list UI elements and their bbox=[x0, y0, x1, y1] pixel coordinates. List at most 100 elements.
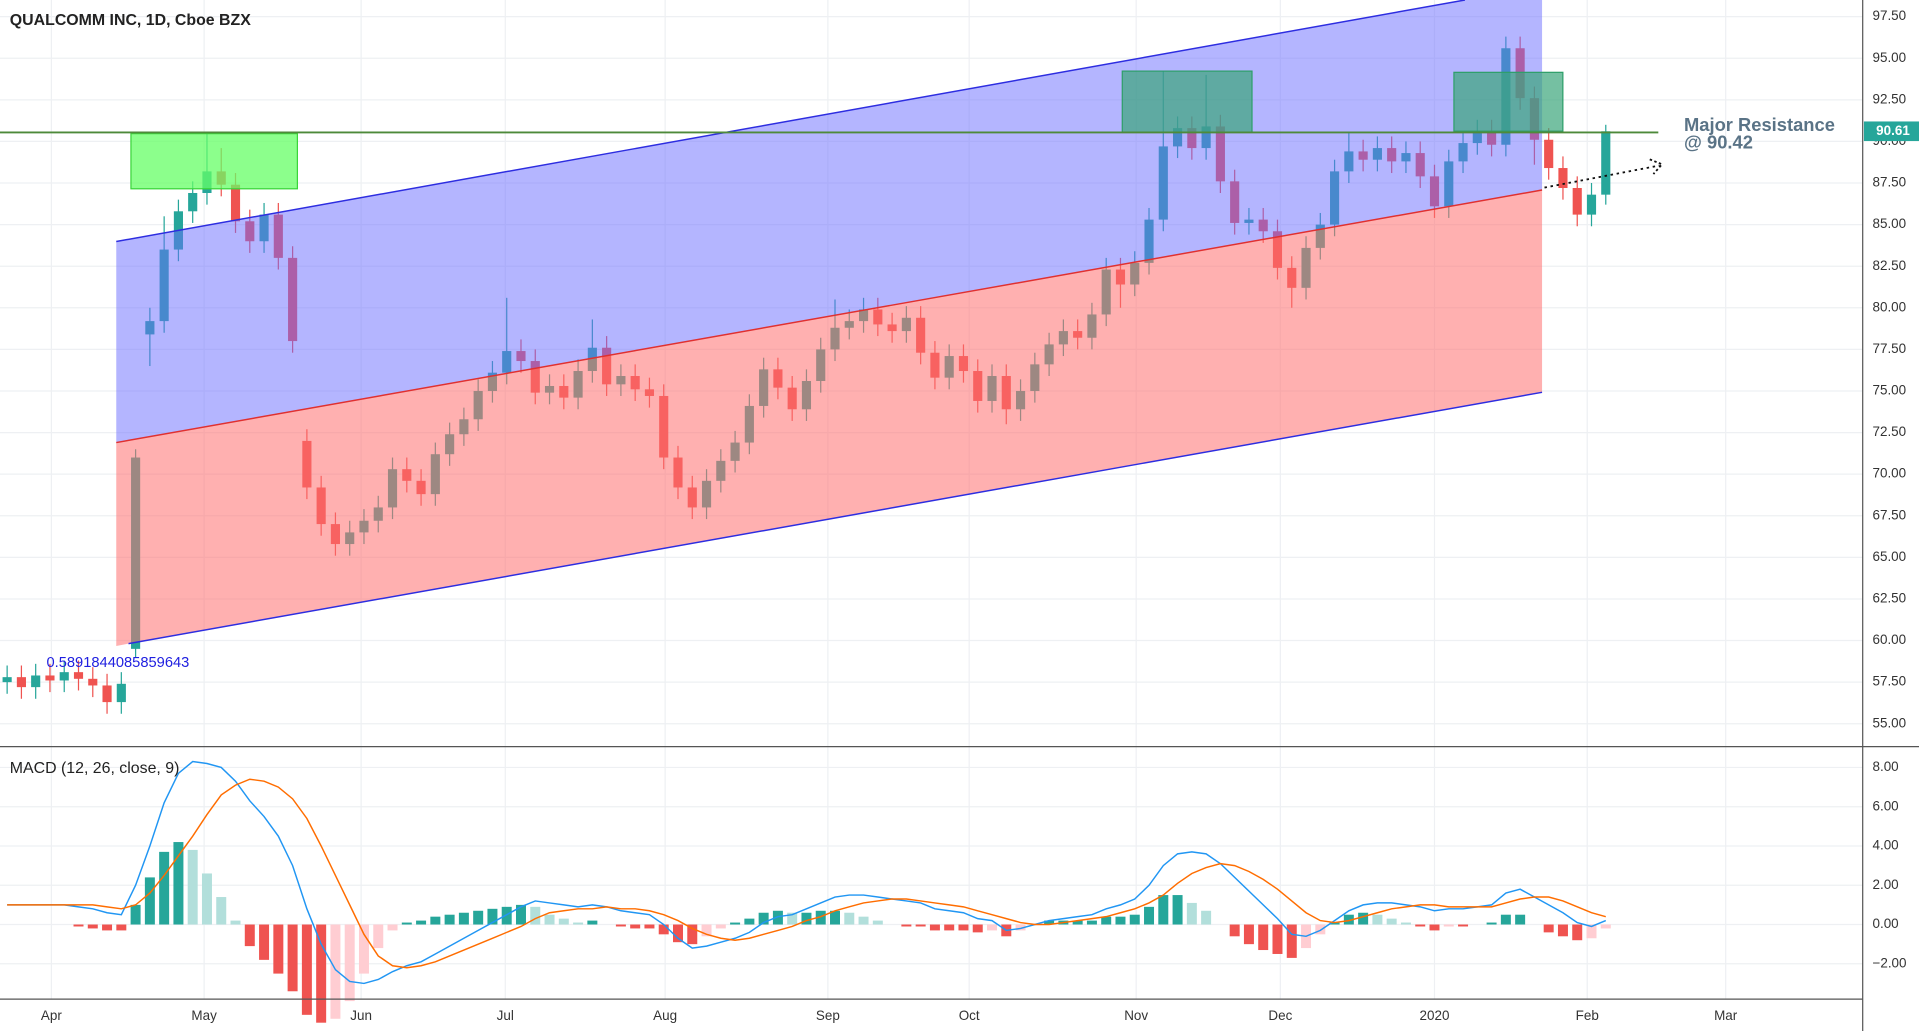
y-tick-label: 55.00 bbox=[1872, 715, 1906, 730]
histogram-bar bbox=[387, 924, 398, 931]
y-tick-label: 80.00 bbox=[1872, 299, 1906, 314]
x-tick-label: 2020 bbox=[1420, 1008, 1450, 1023]
histogram-bar bbox=[1129, 914, 1140, 925]
candle-body bbox=[73, 672, 84, 679]
y-tick-label: 92.50 bbox=[1872, 91, 1906, 106]
histogram-bar bbox=[987, 924, 998, 931]
histogram-bar bbox=[929, 924, 940, 931]
x-tick-label: May bbox=[191, 1008, 217, 1023]
x-tick-label: Nov bbox=[1124, 1008, 1148, 1023]
histogram-bar bbox=[587, 920, 598, 925]
histogram-bar bbox=[1486, 922, 1497, 925]
zone-box bbox=[1453, 71, 1564, 132]
histogram-bar bbox=[944, 924, 955, 931]
histogram-bar bbox=[1400, 922, 1411, 925]
labels: 55.00 57.50 60.00 62.50 65.00 67.50 70.00 72.50… bbox=[41, 8, 1919, 1023]
candle-body bbox=[102, 685, 112, 703]
projection-arrow bbox=[1544, 164, 1660, 189]
histogram-bar bbox=[687, 924, 698, 945]
histogram-bar bbox=[487, 908, 498, 925]
drawings bbox=[0, 0, 1664, 647]
histogram-bar bbox=[201, 873, 212, 925]
histogram-bar bbox=[644, 924, 655, 929]
histogram-bar bbox=[187, 849, 198, 925]
y-tick-label: 65.00 bbox=[1872, 549, 1906, 564]
histogram-bar bbox=[130, 904, 141, 925]
x-tick-label: Jun bbox=[350, 1008, 372, 1023]
histogram-bar bbox=[444, 914, 455, 925]
histogram-bar bbox=[972, 924, 983, 933]
histogram-bar bbox=[230, 920, 241, 925]
histogram-bar bbox=[573, 922, 584, 925]
histogram-bar bbox=[1329, 922, 1340, 925]
candle-body bbox=[31, 675, 41, 688]
resistance-label: @ 90.42 bbox=[1684, 131, 1753, 152]
y-tick-label: 67.50 bbox=[1872, 507, 1906, 522]
histogram-bar bbox=[1343, 914, 1354, 925]
histogram-bar bbox=[1443, 924, 1454, 927]
x-tick-label: Sep bbox=[816, 1008, 840, 1023]
x-tick-label: Jul bbox=[497, 1008, 514, 1023]
histogram-bar bbox=[1115, 916, 1126, 925]
histogram-bar bbox=[1272, 924, 1283, 954]
y-tick-label: 77.50 bbox=[1872, 341, 1906, 356]
histogram-bar bbox=[159, 851, 170, 925]
histogram-bar bbox=[1286, 924, 1297, 958]
y-tick-label: 60.00 bbox=[1872, 632, 1906, 647]
histogram-bar bbox=[1186, 902, 1197, 925]
histogram-bar bbox=[730, 922, 741, 925]
histogram-bar bbox=[373, 924, 384, 949]
histogram-bar bbox=[615, 924, 626, 927]
candle-body bbox=[116, 683, 126, 703]
arrow-head bbox=[1649, 158, 1664, 175]
x-tick-label: Aug bbox=[653, 1008, 677, 1023]
y-tick-label: 62.50 bbox=[1872, 591, 1906, 606]
histogram-bar bbox=[216, 897, 227, 925]
level-label: 0.5891844085859643 bbox=[47, 655, 190, 671]
y-tick-label: 57.50 bbox=[1872, 674, 1906, 689]
candle-body bbox=[1601, 131, 1611, 195]
histogram-bar bbox=[301, 924, 312, 1015]
x-tick-label: Dec bbox=[1268, 1008, 1292, 1023]
histogram-bar bbox=[1044, 920, 1055, 925]
y-tick-label: 2.00 bbox=[1872, 877, 1898, 892]
histogram-bar bbox=[544, 914, 555, 925]
histogram-bar bbox=[701, 924, 712, 937]
histogram-bar bbox=[858, 916, 869, 925]
x-tick-label: Apr bbox=[41, 1008, 62, 1023]
y-tick-label: −2.00 bbox=[1872, 955, 1906, 970]
last-price-label: 90.61 bbox=[1876, 123, 1910, 138]
histogram-bar bbox=[758, 912, 769, 925]
macd-line bbox=[7, 760, 1607, 985]
channel-mid bbox=[116, 189, 1543, 444]
histogram-bar bbox=[1315, 924, 1326, 935]
candle-body bbox=[1586, 194, 1597, 215]
y-tick-label: 0.00 bbox=[1872, 916, 1898, 931]
histogram-bar bbox=[1258, 924, 1269, 951]
histogram-bar bbox=[872, 920, 883, 925]
histogram-bar bbox=[801, 912, 812, 925]
histogram-bar bbox=[1572, 924, 1583, 941]
signal-line bbox=[7, 778, 1606, 969]
histogram-bar bbox=[1229, 924, 1240, 937]
y-tick-label: 82.50 bbox=[1872, 258, 1906, 273]
y-tick-label: 72.50 bbox=[1872, 424, 1906, 439]
candle-body bbox=[2, 677, 12, 683]
histogram-bar bbox=[1458, 924, 1469, 927]
y-tick-label: 87.50 bbox=[1872, 175, 1906, 190]
zone-box bbox=[130, 133, 299, 190]
histogram-bar bbox=[715, 924, 726, 929]
histogram-bar bbox=[1386, 918, 1397, 925]
histogram-bar bbox=[416, 920, 427, 925]
histogram-bar bbox=[259, 924, 270, 960]
histogram-bar bbox=[458, 912, 469, 925]
histogram-bar bbox=[1372, 914, 1383, 925]
candle-body bbox=[16, 677, 26, 688]
candle-body bbox=[59, 672, 69, 681]
indicator-title: MACD (12, 26, close, 9) bbox=[10, 760, 180, 777]
histogram-bar bbox=[815, 910, 826, 925]
histogram-bar bbox=[316, 924, 327, 1023]
histogram-bar bbox=[287, 924, 298, 992]
histogram-bar bbox=[1015, 924, 1026, 931]
